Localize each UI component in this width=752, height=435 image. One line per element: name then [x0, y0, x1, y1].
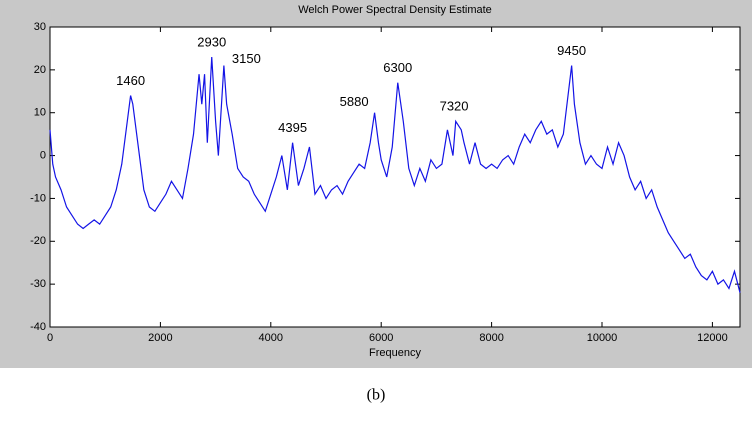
y-tick-label: 0	[40, 149, 46, 161]
peak-label: 3150	[232, 51, 261, 66]
y-tick-label: 10	[34, 107, 46, 119]
peak-label: 1460	[116, 73, 145, 88]
x-tick-label: 10000	[587, 332, 618, 344]
x-tick-label: 8000	[479, 332, 503, 344]
x-tick-label: 6000	[369, 332, 393, 344]
x-tick-label: 0	[47, 332, 53, 344]
x-tick-label: 4000	[259, 332, 283, 344]
y-tick-label: -30	[30, 278, 46, 290]
peak-label: 7320	[440, 99, 469, 114]
peak-label: 4395	[278, 120, 307, 135]
x-tick-label: 12000	[697, 332, 728, 344]
peak-label: 2930	[197, 34, 226, 49]
y-tick-label: -20	[30, 235, 46, 247]
y-tick-label: 20	[34, 64, 46, 76]
y-tick-label: 30	[34, 21, 46, 33]
psd-line	[49, 56, 741, 293]
caption: (b)	[367, 387, 386, 404]
chart-title: Welch Power Spectral Density Estimate	[298, 4, 492, 16]
x-axis-label: Frequency	[369, 347, 421, 359]
x-tick-label: 2000	[148, 332, 172, 344]
peak-label: 5880	[340, 94, 369, 109]
plot-area	[49, 26, 741, 328]
peak-label: 9450	[557, 43, 586, 58]
y-tick-label: -10	[30, 192, 46, 204]
y-tick-label: -40	[30, 321, 46, 333]
peak-label: 6300	[383, 60, 412, 75]
